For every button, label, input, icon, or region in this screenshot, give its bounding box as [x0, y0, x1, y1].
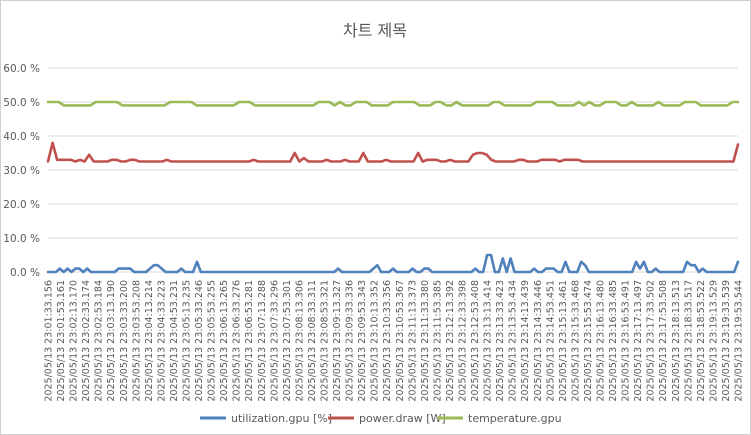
series-line-1 [46, 253, 740, 274]
x-tick-label: 2025/05/13 23:02:13.170 [69, 280, 80, 402]
x-tick-label: 2025/05/13 23:18:53.522 [696, 280, 707, 402]
x-tick-label: 2025/05/13 23:12:53.408 [470, 280, 481, 402]
x-tick-label: 2025/05/13 23:18:13.513 [671, 280, 682, 402]
x-tick-label: 2025/05/13 23:15:33.468 [570, 280, 581, 402]
x-tick-label: 2025/05/13 23:10:13.352 [370, 280, 381, 402]
x-tick-label: 2025/05/13 23:05:53.255 [207, 280, 218, 402]
x-tick-label: 2025/05/13 23:16:53.491 [621, 280, 632, 402]
legend-label: temperature.gpu [468, 412, 562, 425]
x-tick-label: 2025/05/13 23:06:53.281 [244, 280, 255, 402]
x-tick-label: 2025/05/13 23:18:33.517 [683, 280, 694, 402]
x-tick-label: 2025/05/13 23:12:33.398 [458, 280, 469, 402]
x-tick-label: 2025/05/13 23:02:53.184 [94, 280, 105, 402]
x-tick-label: 2025/05/13 23:01:53.161 [56, 280, 67, 402]
y-tick-label: 30.0 % [3, 165, 40, 177]
x-tick-label: 2025/05/13 23:15:13.461 [558, 280, 569, 402]
x-tick-label: 2025/05/13 23:04:13.214 [144, 280, 155, 402]
x-tick-label: 2025/05/13 23:17:33.502 [646, 280, 657, 402]
x-tick-label: 2025/05/13 23:07:33.296 [269, 280, 280, 402]
y-tick-label: 60.0 % [3, 63, 40, 75]
x-tick-label: 2025/05/13 23:07:53.301 [282, 280, 293, 402]
x-tick-label: 2025/05/13 23:09:33.336 [345, 280, 356, 402]
x-tick-label: 2025/05/13 23:09:53.343 [357, 280, 368, 402]
x-tick-label: 2025/05/13 23:06:33.276 [232, 280, 243, 402]
y-tick-label: 10.0 % [3, 233, 40, 245]
x-tick-label: 2025/05/13 23:12:13.392 [445, 280, 456, 402]
x-tick-label: 2025/05/13 23:08:33.311 [307, 280, 318, 402]
legend-label: utilization.gpu [%] [231, 412, 332, 425]
x-tick-label: 2025/05/13 23:07:13.288 [257, 280, 268, 402]
series-line-2 [46, 141, 740, 163]
x-tick-label: 2025/05/13 23:02:33.174 [81, 280, 92, 402]
x-tick-label: 2025/05/13 23:15:53.474 [583, 280, 594, 402]
x-tick-label: 2025/05/13 23:14:13.439 [520, 280, 531, 402]
x-tick-label: 2025/05/13 23:03:13.190 [106, 280, 117, 402]
x-tick-label: 2025/05/13 23:11:33.380 [420, 280, 431, 402]
x-tick-label: 2025/05/13 23:10:33.356 [382, 280, 393, 402]
x-tick-label: 2025/05/13 23:01:33.156 [44, 280, 55, 402]
y-tick-label: 20.0 % [3, 199, 40, 211]
x-tick-label: 2025/05/13 23:04:33.223 [156, 280, 167, 402]
x-tick-label: 2025/05/13 23:06:13.265 [219, 280, 230, 402]
x-tick-label: 2025/05/13 23:05:13.235 [182, 280, 193, 402]
x-tick-label: 2025/05/13 23:17:53.508 [658, 280, 669, 402]
legend-label: power.draw [W] [359, 412, 446, 425]
series-line-3 [46, 100, 740, 107]
y-tick-label: 40.0 % [3, 131, 40, 143]
x-tick-label: 2025/05/13 23:19:33.539 [721, 280, 732, 402]
x-tick-label: 2025/05/13 23:14:33.446 [533, 280, 544, 402]
x-tick-label: 2025/05/13 23:13:53.434 [508, 280, 519, 402]
x-tick-label: 2025/05/13 23:04:53.231 [169, 280, 180, 402]
legend: utilization.gpu [%] power.draw [W] tempera… [200, 412, 562, 425]
x-tick-label: 2025/05/13 23:13:33.423 [495, 280, 506, 402]
x-axis-ticks: 2025/05/13 23:01:33.156 2025/05/13 23:01:… [44, 280, 745, 402]
x-tick-label: 2025/05/13 23:16:33.485 [608, 280, 619, 402]
x-tick-label: 2025/05/13 23:03:33.200 [119, 280, 130, 402]
x-tick-label: 2025/05/13 23:11:53.385 [432, 280, 443, 402]
y-tick-label: 0.0 % [10, 267, 40, 279]
y-tick-label: 50.0 % [3, 97, 40, 109]
x-tick-label: 2025/05/13 23:11:13.373 [407, 280, 418, 402]
x-tick-label: 2025/05/13 23:13:13.414 [483, 280, 494, 402]
x-tick-label: 2025/05/13 23:19:13.529 [708, 280, 719, 402]
x-tick-label: 2025/05/13 23:03:53.208 [131, 280, 142, 402]
y-axis-ticks: 0.0 % 10.0 % 20.0 % 30.0 % 40.0 % 50.0 % 60.0 … [3, 63, 40, 279]
x-tick-label: 2025/05/13 23:09:13.327 [332, 280, 343, 402]
series-lines [46, 100, 740, 274]
x-tick-label: 2025/05/13 23:17:13.497 [633, 280, 644, 402]
x-tick-label: 2025/05/13 23:19:53.544 [734, 280, 745, 402]
x-tick-label: 2025/05/13 23:08:53.321 [320, 280, 331, 402]
chart-title: 차트 제목 [343, 21, 407, 40]
x-tick-label: 2025/05/13 23:14:53.451 [545, 280, 556, 402]
x-tick-label: 2025/05/13 23:05:33.246 [194, 280, 205, 402]
x-tick-label: 2025/05/13 23:10:53.367 [395, 280, 406, 402]
x-tick-label: 2025/05/13 23:08:13.306 [294, 280, 305, 402]
x-tick-label: 2025/05/13 23:16:13.480 [596, 280, 607, 402]
